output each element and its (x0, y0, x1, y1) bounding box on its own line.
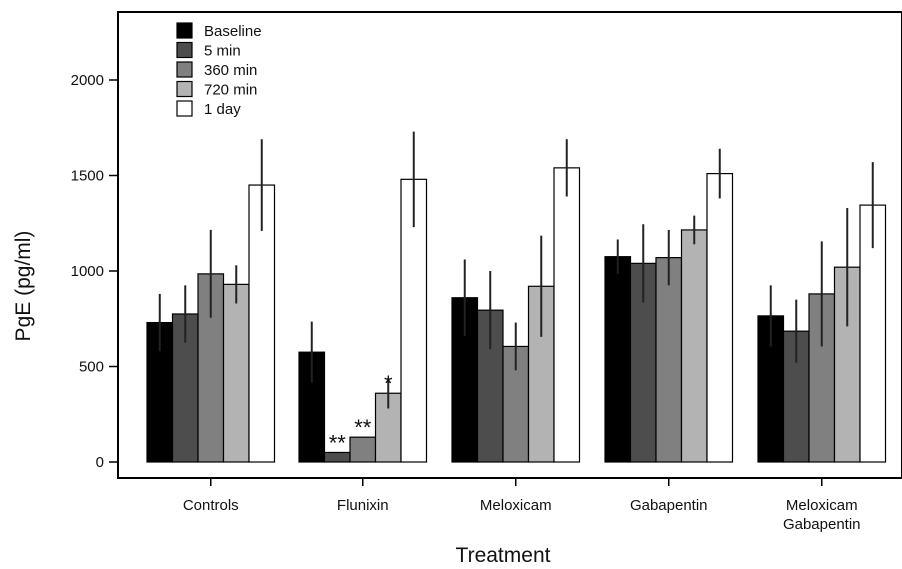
y-tick-label: 0 (96, 454, 104, 471)
significance-marker: ** (329, 430, 347, 455)
x-category-label: Meloxicam (480, 497, 552, 514)
y-tick-label: 500 (79, 359, 104, 376)
bar (222, 283, 250, 463)
bar (604, 256, 632, 463)
legend-label: 720 min (204, 82, 257, 99)
legend-swatch (176, 61, 193, 78)
significance-marker: * (384, 371, 393, 396)
x-category-label: Flunixin (337, 497, 389, 514)
legend-label: 5 min (204, 43, 241, 60)
legend-label: 1 day (204, 101, 241, 118)
bar (655, 257, 683, 463)
y-axis-title: PgE (pg/ml) (12, 231, 35, 342)
legend-swatch (176, 80, 193, 98)
y-tick-label: 1000 (71, 263, 104, 280)
annotations-group: ***** (329, 371, 393, 455)
y-tick-label: 1500 (71, 168, 104, 185)
legend: Baseline 5 min 360 min 720 min 1 day (176, 22, 262, 118)
error-bars-group (158, 131, 874, 409)
y-tick-label: 2000 (71, 72, 104, 89)
y-ticks-group: 0 500 1000 1500 2000 (71, 72, 118, 471)
legend-swatch (176, 41, 193, 59)
legend-label: 360 min (204, 62, 257, 79)
axes-group (117, 11, 902, 479)
x-category-label: Controls (183, 497, 239, 514)
legend-swatch (176, 22, 193, 39)
bars-group (146, 167, 887, 463)
bar (706, 172, 734, 463)
x-categories-group: Controls Flunixin Meloxicam Gabapentin Melox… (183, 478, 861, 533)
plot-frame (117, 11, 902, 479)
legend-swatch (176, 100, 193, 117)
bar (680, 229, 708, 463)
legend-label: Baseline (204, 23, 262, 40)
x-category-label: Meloxicam Gabapentin (783, 497, 861, 533)
bar (553, 167, 581, 463)
bar (248, 184, 276, 463)
x-category-label: Gabapentin (630, 497, 708, 514)
significance-marker: ** (354, 415, 372, 440)
bar (349, 436, 377, 463)
x-axis-title: Treatment (456, 544, 551, 567)
